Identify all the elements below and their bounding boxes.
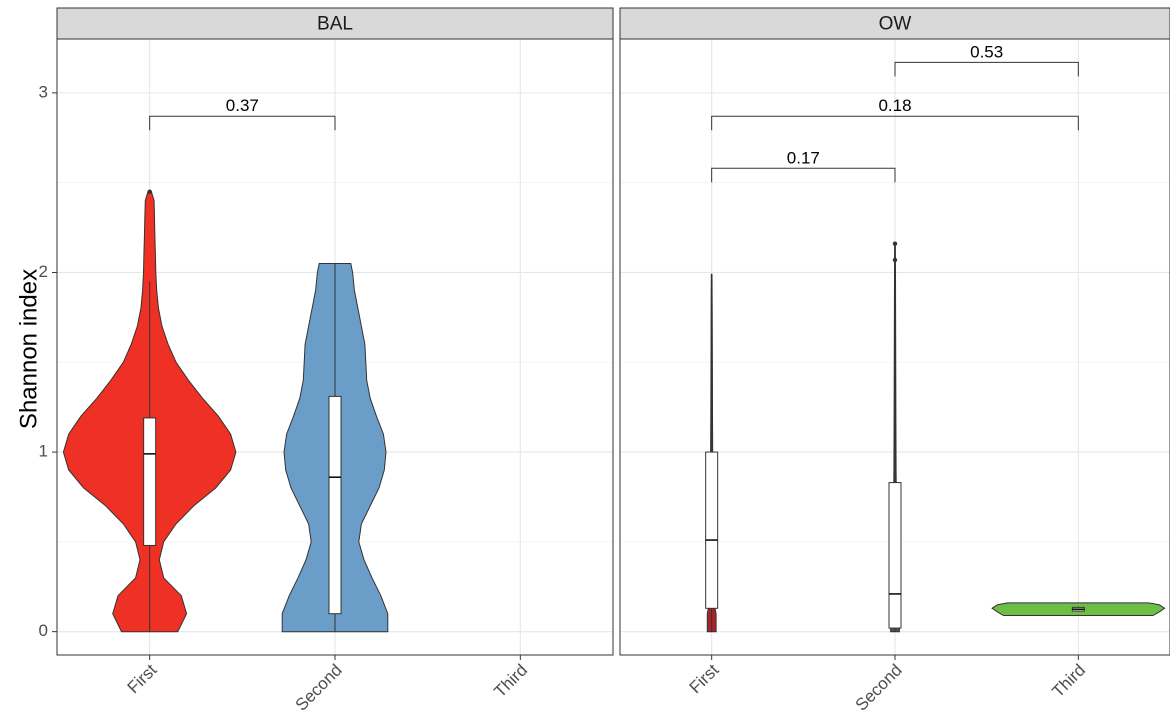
group-third [991,602,1166,616]
facet-strip-label: OW [879,14,912,35]
comparison-bracket: 0.18 [711,96,1079,131]
group-first [62,189,237,633]
p-value-label: 0.17 [787,148,820,167]
y-tick-label: 0 [39,621,48,640]
box [888,482,902,629]
x-tick-label: First [124,660,161,697]
y-axis: 0 1 2 3 [39,82,57,640]
facet-panels: BAL 0.37 First Second Third OW 0.53 0.18 0.17 Fir… [39,7,1170,715]
bracket-line [711,115,1079,131]
outlier-point [147,189,152,194]
panel-ow: OW 0.53 0.18 0.17 First Second Third [619,7,1170,715]
p-value-label: 0.53 [970,42,1003,61]
y-tick-label: 1 [39,442,48,461]
x-tick-label: First [686,660,723,697]
y-axis-label: Shannon index [15,269,42,429]
bracket-line [149,115,336,131]
x-tick-label: Third [1048,660,1089,701]
x-tick-label: Third [490,660,531,701]
box [328,395,342,615]
facet-strip-label: BAL [317,14,353,35]
y-tick-label: 2 [39,262,48,281]
comparison-bracket: 0.37 [149,96,336,131]
outlier-point [892,257,898,263]
comparison-bracket: 0.53 [894,42,1079,77]
x-tick-label: Second [292,660,346,714]
x-tick-label: Second [852,660,906,714]
bracket-line [711,167,896,183]
comparison-bracket: 0.17 [711,148,896,183]
group-first [705,273,719,633]
facet-strip [56,7,614,40]
group-second [888,241,902,633]
p-value-label: 0.37 [226,96,259,115]
group-second [281,263,389,633]
box [143,417,157,546]
outlier-point [892,241,898,246]
panel-bal: BAL 0.37 First Second Third [56,7,614,715]
box [705,451,719,609]
y-tick-label: 3 [39,82,48,101]
p-value-label: 0.18 [878,96,911,115]
bracket-line [894,61,1079,77]
